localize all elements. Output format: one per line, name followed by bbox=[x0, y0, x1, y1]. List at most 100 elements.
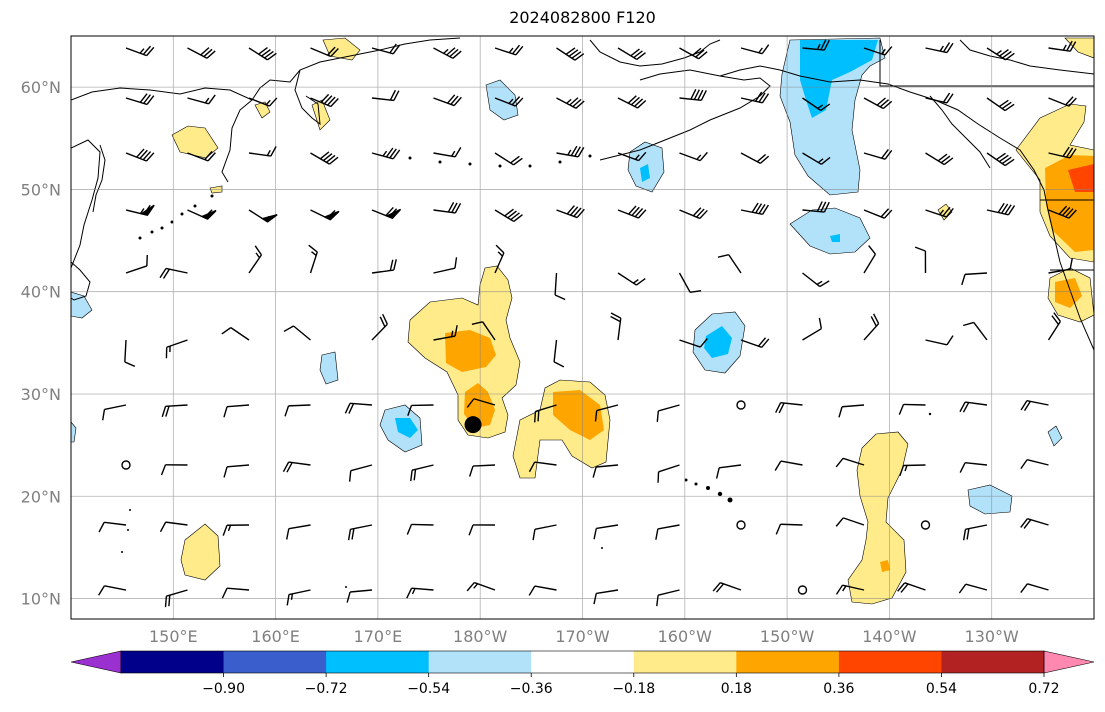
wind-barb bbox=[160, 464, 188, 476]
wind-barb bbox=[553, 339, 565, 368]
positive-anomaly-california-core bbox=[1055, 278, 1082, 308]
wind-barb bbox=[285, 524, 311, 540]
wind-barb bbox=[593, 589, 619, 605]
wind-barb bbox=[592, 464, 619, 478]
colorbar-label-3: −0.36 bbox=[510, 681, 553, 697]
negative-anomaly-west-edge-1 bbox=[71, 291, 93, 319]
wind-barb bbox=[121, 460, 131, 470]
wind-barb bbox=[740, 337, 770, 348]
wind-barb bbox=[346, 589, 373, 603]
lat-label-2: 40°N bbox=[21, 283, 61, 302]
wind-barb bbox=[125, 204, 155, 216]
wind-barb bbox=[802, 317, 823, 341]
wind-barb bbox=[715, 464, 742, 479]
wind-barb bbox=[835, 457, 865, 468]
wind-barb bbox=[712, 581, 742, 593]
negative-anomaly-alaska-core bbox=[800, 40, 878, 118]
negative-anomaly-small-west bbox=[319, 351, 339, 385]
colorbar-label-0: −0.90 bbox=[202, 681, 245, 697]
wind-barb bbox=[802, 39, 830, 51]
wind-barb bbox=[958, 583, 988, 594]
negative-anomaly-pacific-mid-core bbox=[704, 326, 732, 358]
wind-barb bbox=[165, 339, 188, 359]
wind-barb bbox=[863, 97, 893, 110]
wind-barb bbox=[310, 209, 340, 221]
negative-anomaly-gulf-core bbox=[640, 164, 650, 182]
wind-barb bbox=[678, 272, 702, 293]
wind-barb bbox=[433, 47, 462, 59]
wind-barb bbox=[556, 47, 585, 61]
lon-label-3: 180°W bbox=[453, 627, 508, 646]
wind-barb bbox=[98, 521, 127, 533]
negative-anomaly-pacific-north-core bbox=[830, 234, 840, 242]
wind-barb bbox=[1020, 458, 1049, 470]
colorbar-swatch-6 bbox=[736, 651, 840, 673]
wind-barb bbox=[593, 524, 619, 540]
colorbar-swatch-5 bbox=[633, 651, 737, 673]
wind-barb bbox=[371, 147, 401, 160]
wind-barb bbox=[655, 524, 680, 540]
wind-barb bbox=[986, 47, 1015, 61]
wind-barb bbox=[159, 521, 188, 533]
wind-barb bbox=[959, 401, 988, 413]
colorbar-label-7: 0.54 bbox=[926, 681, 957, 697]
negative-anomaly-small-east bbox=[1047, 425, 1063, 447]
wind-barb bbox=[344, 402, 373, 414]
wind-barb bbox=[797, 585, 808, 595]
wind-barb bbox=[125, 148, 155, 162]
wind-barb bbox=[556, 97, 585, 109]
wind-barb bbox=[187, 47, 216, 59]
wind-barb bbox=[898, 403, 926, 415]
wind-barb bbox=[925, 152, 954, 166]
wind-barb bbox=[222, 524, 250, 536]
wind-barb bbox=[740, 202, 770, 216]
wind-barb bbox=[347, 524, 373, 541]
colorbar-label-8: 0.72 bbox=[1028, 681, 1059, 697]
wind-barb bbox=[556, 205, 585, 219]
wind-barb bbox=[657, 464, 680, 483]
wind-barb bbox=[433, 325, 458, 341]
positive-anomaly-southeast-core bbox=[880, 560, 890, 572]
gridlines bbox=[71, 36, 1094, 619]
wind-barb bbox=[1047, 312, 1061, 341]
wind-barb bbox=[283, 325, 311, 341]
wind-barb bbox=[406, 523, 434, 535]
wind-barb bbox=[371, 313, 388, 341]
wind-barb bbox=[494, 152, 523, 166]
colorbar-swatch-4 bbox=[531, 651, 635, 673]
negative-anomaly-bering bbox=[485, 79, 519, 121]
wind-barb bbox=[1048, 258, 1073, 274]
colorbar-label-5: 0.18 bbox=[721, 681, 752, 697]
wind-barb bbox=[1020, 399, 1049, 412]
wind-barb bbox=[897, 582, 926, 593]
wind-barb bbox=[656, 404, 680, 422]
wind-barb bbox=[371, 206, 402, 220]
lon-label-4: 170°W bbox=[555, 627, 610, 646]
wind-barb bbox=[835, 584, 865, 595]
wind-barb bbox=[961, 272, 988, 286]
colorbar-swatch-0 bbox=[121, 651, 225, 673]
wind-barb bbox=[187, 150, 216, 162]
wind-barb bbox=[679, 47, 708, 60]
wind-barb bbox=[863, 208, 893, 219]
wind-barb bbox=[466, 398, 496, 408]
wind-barb bbox=[248, 209, 278, 223]
wind-barb bbox=[863, 46, 893, 56]
wind-barb bbox=[433, 202, 462, 214]
wind-barb bbox=[310, 46, 339, 58]
storm-center-marker bbox=[464, 416, 482, 434]
wind-barb bbox=[863, 148, 893, 160]
wind-barb bbox=[348, 464, 373, 482]
wind-barb bbox=[248, 97, 278, 107]
wind-barb bbox=[371, 89, 400, 102]
colorbar-swatch-1 bbox=[223, 651, 327, 673]
wind-barb bbox=[159, 267, 188, 279]
colorbar-label-6: 0.36 bbox=[823, 681, 854, 697]
colorbar-label-4: −0.18 bbox=[612, 681, 655, 697]
wind-barb bbox=[775, 402, 803, 414]
wind-barb bbox=[466, 581, 496, 592]
wind-barb bbox=[433, 257, 458, 274]
page-title: 2024082800 F120 bbox=[509, 8, 656, 27]
wind-barb bbox=[494, 96, 524, 107]
wind-barb bbox=[899, 464, 926, 477]
